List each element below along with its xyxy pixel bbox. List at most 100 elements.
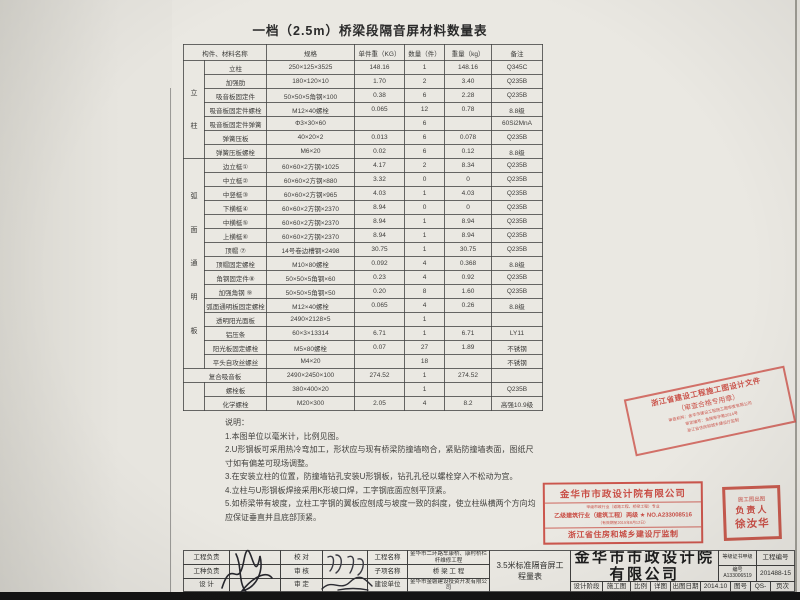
scan-right-edge	[795, 0, 797, 592]
table-cell: 8	[404, 284, 445, 299]
table-row: 吸音板固定件弹簧 Φ3×30×60 6 60Si2MnA	[184, 116, 543, 131]
title-block: 工程负责 工种负责 设 计 校 对 审 核 审 定 工程名称 金华市二环路车康桥…	[183, 550, 795, 592]
signature-cell	[322, 578, 368, 592]
table-cell: M6×20	[266, 144, 355, 159]
table-cell: 弹簧压板螺栓	[204, 144, 267, 159]
table-cell: 螺栓板	[204, 382, 267, 397]
builder-label: 建设单位	[367, 578, 408, 592]
table-cell: 中横梃⑤	[204, 214, 267, 229]
table-cell: Q345C	[491, 60, 543, 75]
table-cell: 化学螺栓	[204, 396, 267, 411]
table-cell: Q235B	[491, 382, 543, 397]
table-cell	[354, 354, 405, 369]
table-cell: Q235B	[491, 228, 543, 243]
table-cell: 中竖梃③	[204, 186, 267, 201]
column-header: 单件重（KG）	[354, 44, 405, 61]
table-cell: 8.94	[444, 228, 492, 243]
role-label: 审 定	[280, 578, 323, 592]
table-cell: 加强肋	[204, 74, 267, 89]
figure-number-value: QS-	[750, 581, 771, 592]
table-cell: 60×3×13314	[266, 326, 355, 341]
table-cell: 380×400×20	[266, 382, 355, 397]
table-cell: 边立梃①	[204, 158, 267, 173]
table-cell: 平头自攻丝螺丝	[204, 354, 267, 369]
notes-section: 说明： 1.本图单位以毫米计，比例见图。 2.U形钢板可采用热冷弯加工，形状应与…	[225, 416, 537, 524]
table-header-row: 构件、材料名称 规格 单件重（KG） 数量（件） 重量（kg） 备注	[183, 44, 543, 61]
table-cell: 8.94	[354, 214, 405, 229]
table-cell: 0.12	[444, 144, 492, 159]
table-row: 角钢固定件⑧ 50×50×5角钢×60 0.23 4 0.92 Q235B	[184, 270, 543, 285]
column-header: 数量（件）	[404, 44, 445, 61]
table-cell: 不锈钢	[491, 340, 543, 355]
cert-level: 等级证书甲级	[718, 550, 757, 566]
table-cell: 0.20	[354, 284, 405, 299]
table-cell: 4	[404, 298, 445, 313]
table-cell: Q235B	[491, 242, 543, 257]
cert-number: 编号 A133006519	[718, 565, 757, 582]
table-cell: 0.38	[354, 88, 405, 103]
table-cell: 8.94	[444, 214, 492, 229]
group-label: 弧面通明板	[183, 158, 205, 369]
table-cell: 60×60×2方钢×2370	[266, 228, 355, 243]
table-cell	[491, 312, 543, 327]
table-row: 复合吸音板 2490×2450×100 274.52 1 274.52	[183, 368, 543, 383]
project-name-value: 金华市二环路车康桥、康村桥栏杆维修工程	[407, 550, 490, 565]
signature-cell	[229, 564, 281, 579]
table-cell: 8.8级	[491, 298, 543, 313]
table-cell: 0	[444, 200, 492, 215]
table-row: 加强角钢 ⑨ 50×50×5角钢×50 0.20 8 1.60 Q235B	[184, 284, 543, 299]
table-cell: 0	[404, 200, 445, 215]
table-cell: 50×50×5角钢×100	[266, 88, 355, 103]
table-cell: 60×60×2方钢×965	[266, 186, 355, 201]
table-cell: 6	[404, 130, 445, 145]
table-cell: 6	[404, 116, 445, 131]
table-cell: 0.065	[354, 102, 405, 117]
table-cell: M10×80螺栓	[266, 256, 355, 271]
table-cell: 274.52	[444, 368, 492, 383]
table-cell: 4.03	[354, 186, 405, 201]
table-cell: 吸音板固定件弹簧	[204, 116, 267, 131]
table-cell: 1	[404, 60, 445, 75]
table-cell: Q235B	[491, 186, 543, 201]
signature-cell	[229, 578, 281, 592]
project-name-label: 工程名称	[367, 550, 408, 565]
table-cell: 27	[404, 340, 445, 355]
table-cell: 顶帽固定螺栓	[204, 256, 267, 271]
note-line: 5.如桥梁带有坡度，立柱工字钢的翼板应刨成与坡度一致的斜度，使立柱纵横两个方向均…	[225, 499, 536, 522]
detail-label: 详图	[650, 581, 671, 592]
table-cell: 8.8级	[491, 144, 543, 159]
table-cell: 8.94	[354, 200, 405, 215]
subproject-value: 桥 梁 工 程	[407, 564, 490, 579]
table-row: 中横梃⑤ 60×60×2方钢×2370 8.94 1 8.94 Q235B	[184, 214, 543, 229]
table-row: 加强肋 180×120×10 1.70 2 3.40 Q235B	[184, 74, 543, 89]
scan-bottom-edge	[0, 592, 800, 600]
column-header: 备注	[491, 44, 543, 61]
table-cell: 50×50×5角钢×60	[266, 270, 355, 285]
table-cell: M12×40螺栓	[266, 102, 355, 117]
table-cell: Q235B	[491, 158, 543, 173]
table-cell: Q235B	[491, 172, 543, 187]
subproject-label: 子项名称	[367, 564, 408, 579]
note-line: 3.在安装立柱的位置，防撞墙钻孔安装U形钢板，钻孔孔径以螺栓穿入不松动为宜。	[225, 472, 518, 481]
table-cell: 下横梃④	[204, 200, 267, 215]
date-label: 出图日期	[670, 581, 701, 592]
table-cell: 0.92	[444, 270, 492, 285]
table-cell: 8.2	[444, 396, 492, 411]
table-row: 弹簧压板螺栓 M6×20 0.02 6 0.12 8.8级	[184, 144, 543, 159]
table-cell: 30.75	[444, 242, 492, 257]
table-cell: 40×20×2	[266, 130, 355, 145]
scan-crease-line	[170, 88, 171, 592]
table-cell: 8.34	[444, 158, 492, 173]
table-cell: 0.013	[354, 130, 405, 145]
role-label: 校 对	[280, 550, 323, 565]
table-cell	[444, 312, 492, 327]
table-row: 平头自攻丝螺丝 M4×20 18 不锈钢	[184, 354, 543, 369]
column-header: 重量（kg）	[444, 44, 492, 61]
table-cell: 角钢固定件⑧	[204, 270, 267, 285]
table-cell: 0.065	[354, 298, 405, 313]
table-cell: 0.26	[444, 298, 492, 313]
table-cell: 8.8级	[491, 256, 543, 271]
table-cell: 1	[404, 368, 445, 383]
table-cell: 60×60×2方钢×880	[266, 172, 355, 187]
